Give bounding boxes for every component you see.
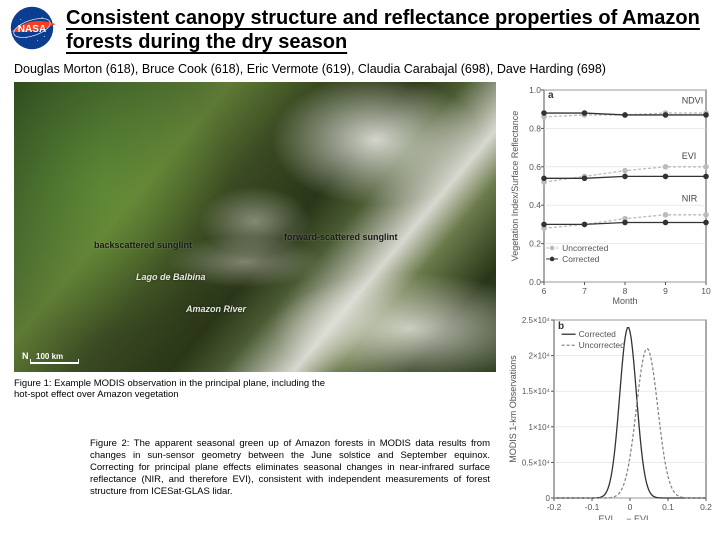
svg-text:0.2: 0.2 — [700, 502, 712, 512]
svg-text:0.5×10⁴: 0.5×10⁴ — [522, 458, 551, 467]
scale-bar: N 100 km — [24, 350, 82, 364]
author-list: Douglas Morton (618), Bruce Cook (618), … — [0, 54, 720, 82]
svg-text:6: 6 — [542, 286, 547, 296]
page-title: Consistent canopy structure and reflecta… — [60, 4, 710, 54]
svg-text:Month: Month — [612, 296, 637, 306]
chart-panel-a: 0.0 0.2 0.4 0.6 0.8 1.0 6 7 8 9 10 Month Vegetation … — [506, 82, 714, 306]
nasa-logo-icon: NASA — [4, 4, 60, 52]
label-backscatter: backscattered sunglint — [94, 240, 192, 250]
svg-text:8: 8 — [623, 286, 628, 296]
svg-text:NDVI: NDVI — [682, 95, 704, 105]
svg-text:Corrected: Corrected — [579, 329, 617, 339]
svg-text:0: 0 — [628, 502, 633, 512]
header: NASA Consistent canopy structure and ref… — [0, 0, 720, 54]
label-forwardscatter: forward-scattered sunglint — [284, 232, 398, 242]
label-lake: Lago de Balbina — [136, 272, 206, 282]
figure1-satellite-image: backscattered sunglint forward-scattered… — [14, 82, 496, 372]
svg-text:0.6: 0.6 — [529, 162, 541, 172]
svg-text:EVI: EVI — [682, 151, 697, 161]
svg-text:0.4: 0.4 — [529, 200, 541, 210]
figure1-caption: Figure 1: Example MODIS observation in t… — [14, 378, 344, 401]
svg-text:0.2: 0.2 — [529, 239, 541, 249]
svg-text:MODIS 1-km Observations: MODIS 1-km Observations — [508, 355, 518, 463]
chart-panel-b: 0 0.5×10⁴ 1×10⁴ 1.5×10⁴ 2×10⁴ 2.5×10⁴ -0.2 -0.1… — [506, 312, 714, 520]
svg-text:9: 9 — [663, 286, 668, 296]
svg-text:1.0: 1.0 — [529, 85, 541, 95]
svg-text:0.8: 0.8 — [529, 123, 541, 133]
svg-text:2×10⁴: 2×10⁴ — [529, 352, 551, 361]
svg-text:-0.1: -0.1 — [585, 502, 600, 512]
svg-text:b: b — [558, 321, 564, 332]
figure2-caption: Figure 2: The apparent seasonal green up… — [90, 438, 490, 497]
svg-text:1×10⁴: 1×10⁴ — [529, 423, 551, 432]
svg-text:Vegetation Index/Surface Refle: Vegetation Index/Surface Reflectance — [510, 111, 520, 262]
svg-text:2.5×10⁴: 2.5×10⁴ — [522, 316, 551, 325]
svg-text:a: a — [548, 90, 554, 101]
svg-text:Corrected: Corrected — [562, 254, 600, 264]
svg-text:Uncorrected: Uncorrected — [562, 243, 609, 253]
svg-text:Uncorrected: Uncorrected — [579, 340, 626, 350]
svg-text:10: 10 — [701, 286, 711, 296]
svg-text:-0.2: -0.2 — [547, 502, 562, 512]
svg-text:NASA: NASA — [18, 24, 46, 35]
svg-text:EVIJJA − EVIAMJ: EVIJJA − EVIAMJ — [598, 514, 661, 520]
svg-text:7: 7 — [582, 286, 587, 296]
svg-text:0.1: 0.1 — [662, 502, 674, 512]
svg-text:0.0: 0.0 — [529, 277, 541, 287]
label-river: Amazon River — [186, 304, 246, 314]
svg-text:NIR: NIR — [682, 193, 698, 203]
svg-text:1.5×10⁴: 1.5×10⁴ — [522, 387, 551, 396]
